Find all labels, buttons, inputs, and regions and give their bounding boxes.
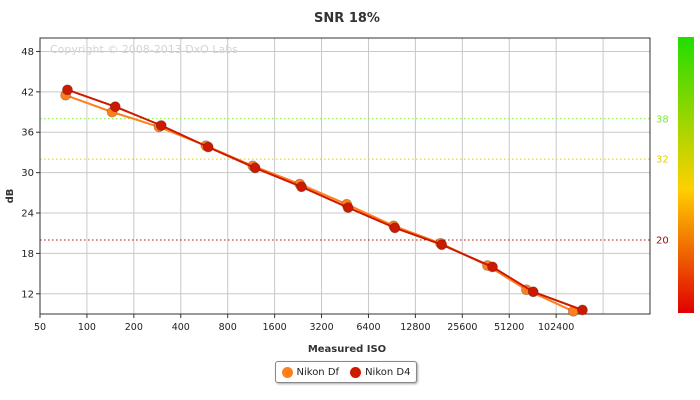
y-tick-label: 42 [21, 87, 34, 98]
legend-label: Nikon D4 [365, 366, 411, 378]
data-point [342, 202, 354, 214]
y-tick-label: 48 [21, 47, 34, 58]
x-tick-label: 400 [172, 322, 190, 333]
y-tick-label: 36 [21, 128, 34, 139]
data-point [527, 286, 539, 298]
reference-lines: 38 32 20 [40, 114, 669, 246]
data-point [389, 222, 401, 234]
x-tick-label: 200 [125, 322, 143, 333]
copyright-watermark: Copyright © 2008-2013 DxO Labs [50, 43, 238, 56]
legend-marker-icon [281, 366, 293, 378]
x-tick-label: 800 [219, 322, 237, 333]
grid [39, 38, 650, 314]
legend: Nikon Df Nikon D4 [275, 361, 417, 383]
plot-area [40, 38, 650, 314]
x-axis-ticks: 50 100 200 400 800 1600 3200 6400 12800 25600 5120… [34, 314, 574, 333]
legend-item-nikon-df[interactable]: Nikon Df [281, 366, 340, 378]
y-tick-label: 12 [21, 289, 34, 300]
legend-item-nikon-d4[interactable]: Nikon D4 [350, 366, 411, 378]
legend-marker-icon [350, 366, 362, 378]
data-point [62, 84, 73, 96]
x-tick-label: 51200 [494, 322, 524, 333]
plot-border [39, 37, 651, 315]
x-tick-label: 100 [78, 322, 96, 333]
x-tick-label: 12800 [400, 322, 430, 333]
reference-line-label: 32 [656, 155, 669, 166]
series-line [67, 88, 583, 311]
legend-label: Nikon Df [296, 366, 340, 378]
x-axis-label: Measured ISO [308, 344, 386, 355]
y-axis-ticks: 12 18 24 30 36 42 48 [21, 47, 40, 300]
reference-line-label: 20 [656, 235, 669, 246]
reference-line-label: 38 [656, 114, 669, 125]
x-tick-label: 6400 [356, 322, 380, 333]
chart-title: SNR 18% [314, 11, 380, 26]
data-point [577, 304, 588, 316]
y-tick-label: 30 [21, 168, 34, 179]
data-point [249, 162, 261, 174]
y-axis-label: dB [5, 189, 16, 204]
data-point [487, 261, 498, 273]
x-tick-label: 1600 [263, 322, 287, 333]
x-tick-label: 50 [34, 322, 46, 333]
x-tick-label: 3200 [309, 322, 333, 333]
y-tick-label: 18 [21, 249, 34, 260]
data-point [202, 141, 214, 153]
data-point [296, 181, 307, 193]
y-tick-label: 24 [21, 209, 34, 220]
x-tick-label: 102400 [538, 322, 574, 333]
series-nikon-d4 [62, 84, 588, 316]
data-point [155, 120, 167, 131]
x-tick-label: 25600 [447, 322, 477, 333]
series-layer [60, 84, 588, 317]
data-point [109, 101, 121, 113]
quality-color-scale [678, 37, 694, 313]
data-point [436, 239, 448, 251]
